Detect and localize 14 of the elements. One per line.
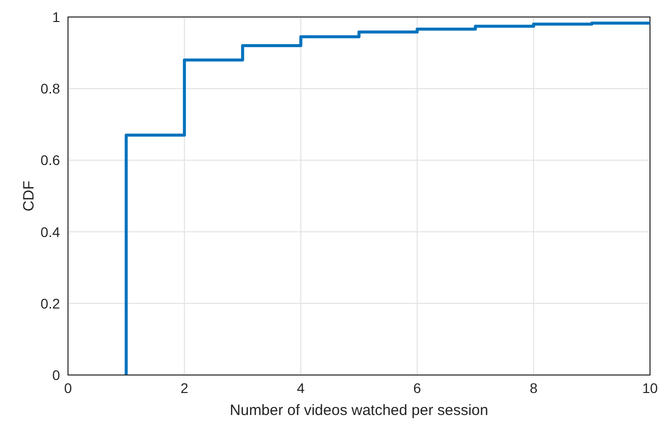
x-tick-label: 0: [64, 380, 72, 396]
y-tick-label: 0: [52, 366, 60, 383]
y-tick-label: 1: [52, 8, 60, 25]
y-tick-label: 0.2: [40, 295, 60, 312]
y-tick-label: 0.8: [40, 80, 60, 97]
y-tick-label: 0.4: [40, 224, 60, 240]
x-tick-label: 4: [296, 380, 305, 396]
x-axis-title: Number of videos watched per session: [230, 402, 488, 419]
y-tick-label: 0.6: [40, 152, 60, 168]
x-tick-label: 2: [180, 380, 188, 396]
x-tick-label: 6: [413, 380, 422, 396]
y-axis-title: CDF: [20, 180, 38, 212]
x-tick-label: 8: [530, 380, 538, 396]
x-tick-label: 10: [642, 380, 658, 396]
